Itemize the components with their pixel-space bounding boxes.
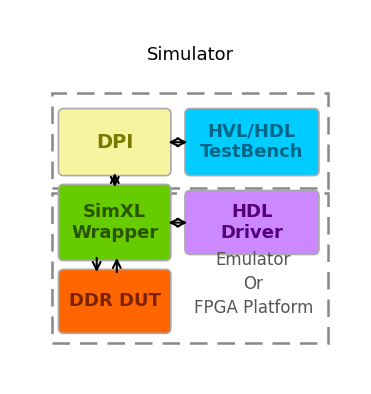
Text: Simulator: Simulator (147, 46, 234, 64)
Text: DPI: DPI (96, 133, 133, 152)
FancyBboxPatch shape (59, 109, 171, 176)
FancyBboxPatch shape (185, 109, 319, 176)
Text: HDL
Driver: HDL Driver (220, 203, 283, 242)
Text: HVL/HDL
TestBench: HVL/HDL TestBench (200, 123, 304, 162)
Text: SimXL
Wrapper: SimXL Wrapper (71, 203, 158, 242)
FancyBboxPatch shape (59, 184, 171, 260)
FancyBboxPatch shape (59, 269, 171, 333)
Text: DDR DUT: DDR DUT (69, 292, 161, 310)
FancyBboxPatch shape (185, 190, 319, 255)
Text: Emulator
Or
FPGA Platform: Emulator Or FPGA Platform (194, 251, 313, 316)
